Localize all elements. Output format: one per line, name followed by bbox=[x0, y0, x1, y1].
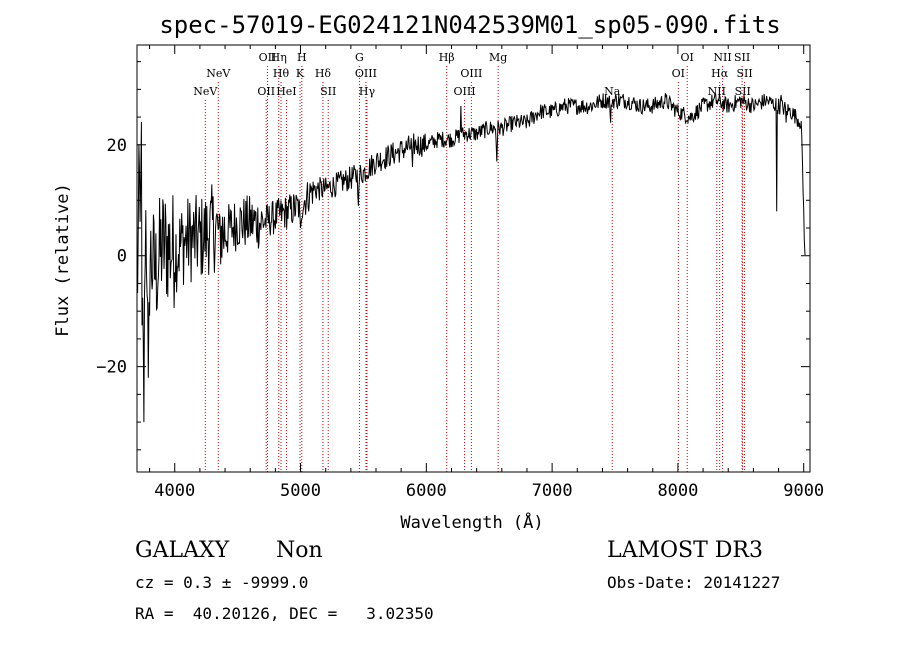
x-axis-label: Wavelength (Å) bbox=[400, 511, 543, 533]
object-class: GALAXY bbox=[135, 538, 230, 563]
y-axis-label: Flux (relative) bbox=[53, 183, 73, 337]
emission-line-label: OI bbox=[672, 67, 685, 80]
emission-line-label: K bbox=[296, 67, 305, 80]
emission-line-label: OII bbox=[259, 51, 277, 64]
redshift-cz: cz = 0.3 ± -9999.0 bbox=[135, 573, 309, 592]
y-axis-ticks: −20 0 20 bbox=[96, 61, 810, 451]
survey-name: LAMOST DR3 bbox=[607, 538, 763, 563]
x-tick-label: 5000 bbox=[280, 481, 321, 501]
plot-frame bbox=[136, 44, 811, 473]
emission-line-label: NeV bbox=[206, 67, 231, 80]
emission-line-labels: NeVNeVOIIOIIHηHθHeIKHHδSIIGOIIIHγHβOIIIO… bbox=[193, 51, 752, 98]
emission-line-label: SII bbox=[736, 67, 752, 80]
emission-line-label: Hη bbox=[271, 51, 287, 64]
emission-line-label: Hγ bbox=[359, 85, 376, 98]
x-tick-label: 7000 bbox=[532, 481, 573, 501]
emission-line-label: Hδ bbox=[315, 67, 332, 80]
x-tick-label: 8000 bbox=[657, 481, 698, 501]
emission-line-label: OIII bbox=[454, 85, 476, 98]
emission-line-label: NII bbox=[713, 51, 731, 64]
emission-line-label: Hα bbox=[711, 67, 729, 80]
y-tick-label: 0 bbox=[117, 247, 127, 267]
emission-line-label: SII bbox=[734, 51, 750, 64]
emission-line-label: OIII bbox=[460, 67, 482, 80]
object-subclass: Non bbox=[276, 538, 323, 563]
chart-title: spec-57019-EG024121N042539M01_sp05-090.f… bbox=[159, 11, 780, 39]
emission-line-label: NeV bbox=[193, 85, 218, 98]
emission-line-label: Hθ bbox=[273, 67, 290, 80]
x-tick-label: 9000 bbox=[783, 481, 824, 501]
emission-line-label: SII bbox=[320, 85, 336, 98]
emission-line-label: OII bbox=[257, 85, 275, 98]
emission-line-label: Mg bbox=[489, 51, 507, 64]
ra-dec: RA = 40.20126, DEC = 3.02350 bbox=[135, 604, 434, 623]
y-tick-label: −20 bbox=[96, 358, 127, 378]
emission-line-label: OI bbox=[681, 51, 694, 64]
x-axis-ticks: 4000 5000 6000 7000 8000 9000 bbox=[149, 45, 824, 501]
x-tick-label: 6000 bbox=[406, 481, 447, 501]
emission-line-markers bbox=[204, 66, 746, 472]
emission-line-label: HeI bbox=[276, 85, 296, 98]
emission-line-label: G bbox=[355, 51, 364, 64]
x-tick-label: 4000 bbox=[154, 481, 195, 501]
emission-line-label: OIII bbox=[355, 67, 377, 80]
obs-date: Obs-Date: 20141227 bbox=[607, 573, 781, 592]
y-tick-label: 20 bbox=[107, 136, 127, 156]
emission-line-label: Hβ bbox=[439, 51, 455, 64]
emission-line-label: Na bbox=[604, 85, 621, 98]
emission-line-label: NII bbox=[708, 85, 726, 98]
spectrum-line bbox=[136, 92, 806, 423]
emission-line-label: H bbox=[297, 51, 307, 64]
emission-line-label: SII bbox=[735, 85, 751, 98]
